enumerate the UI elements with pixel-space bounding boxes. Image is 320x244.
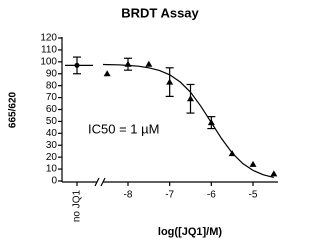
x-tick-label: -5 — [249, 190, 258, 201]
data-point — [228, 150, 236, 157]
y-tick-label: 100 — [40, 56, 57, 67]
data-point — [103, 70, 111, 77]
y-tick-label: 10 — [46, 164, 58, 175]
y-tick-label: 90 — [46, 68, 58, 79]
control-point — [74, 62, 80, 68]
chart-title: BRDT Assay — [121, 5, 199, 20]
y-tick-label: 20 — [46, 152, 58, 163]
x-axis-label: log([JQ1]/M) — [158, 226, 222, 238]
y-tick-label: 0 — [51, 176, 57, 187]
y-tick-label: 60 — [46, 104, 58, 115]
x-tick-label: -8 — [124, 190, 133, 201]
control-label: no JQ1 — [72, 189, 83, 222]
y-tick-label: 40 — [46, 128, 58, 139]
y-tick-label: 50 — [46, 116, 58, 127]
data-point — [166, 78, 174, 85]
chart: BRDT Assay 665/620 log([JQ1]/M) IC50 = 1… — [8, 5, 278, 238]
data-point — [207, 119, 215, 126]
y-tick-label: 30 — [46, 140, 58, 151]
y-tick-label: 70 — [46, 92, 58, 103]
x-tick-label: -6 — [207, 190, 216, 201]
page: BRDT Assay 665/620 log([JQ1]/M) IC50 = 1… — [7, 5, 278, 238]
data-point — [187, 95, 194, 102]
data-point — [145, 60, 153, 67]
data-point — [124, 60, 132, 67]
y-tick-label: 110 — [41, 45, 57, 56]
axis-break — [94, 177, 100, 187]
y-tick-label: 120 — [40, 33, 57, 44]
x-tick-label: -7 — [165, 190, 174, 201]
y-axis-label: 665/620 — [8, 91, 19, 128]
data-point — [270, 170, 278, 177]
y-tick-label: 80 — [46, 80, 58, 91]
annotation: IC50 = 1 µM — [88, 121, 159, 136]
data-point — [249, 160, 257, 167]
